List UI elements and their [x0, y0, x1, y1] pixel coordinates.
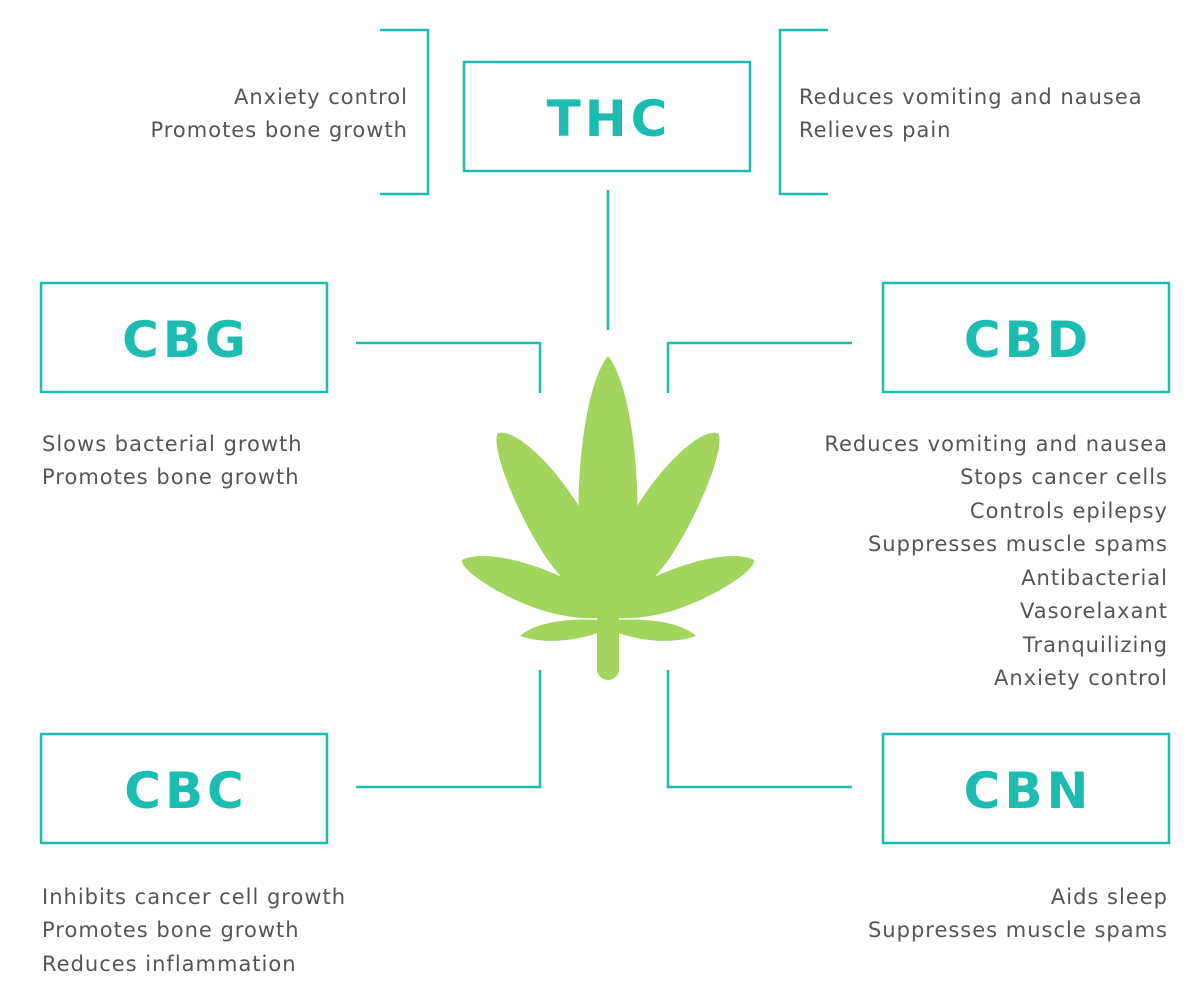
cbd-box: [881, 281, 1171, 394]
benefit-item: Reduces vomiting and nausea: [799, 85, 1143, 109]
benefit-item: Aids sleep: [1051, 885, 1168, 909]
connectors: [356, 28, 852, 789]
leaf-upper-right: [608, 432, 720, 612]
benefit-item: Vasorelaxant: [1020, 599, 1168, 623]
benefit-item: Anxiety control: [994, 666, 1168, 690]
leaf-stem: [597, 600, 619, 680]
cbd-label: CBD: [964, 311, 1092, 369]
connector-cbc: [356, 670, 542, 789]
leaf-lower-right: [610, 555, 755, 619]
benefit-item: Inhibits cancer cell growth: [42, 885, 346, 909]
bracket-thc-left: [380, 28, 430, 196]
connector-cbd: [666, 341, 852, 393]
benefit-item: Anxiety control: [234, 85, 408, 109]
connector-cbn: [666, 670, 852, 789]
thc-label: THC: [547, 90, 672, 148]
benefit-item: Promotes bone growth: [150, 118, 408, 142]
leaf-upper-left: [496, 432, 608, 612]
benefit-item: Promotes bone growth: [42, 465, 300, 489]
cbn-label: CBN: [964, 762, 1093, 820]
benefit-item: Stops cancer cells: [960, 465, 1168, 489]
bracket-thc-right: [778, 28, 828, 196]
cbc-label: CBC: [124, 762, 248, 820]
cannabis-leaf-icon: [461, 356, 755, 680]
cbg-benefits: Slows bacterial growth Promotes bone gro…: [42, 432, 303, 489]
benefit-item: Reduces vomiting and nausea: [824, 432, 1168, 456]
connector-cbg: [356, 341, 542, 393]
cbg-label: CBG: [122, 311, 250, 369]
leaf-lower-left: [461, 555, 606, 619]
benefit-item: Tranquilizing: [1022, 633, 1168, 657]
benefit-item: Promotes bone growth: [42, 918, 300, 942]
compound-boxes: [39, 60, 1171, 845]
cbd-benefits: Reduces vomiting and nausea Stops cancer…: [824, 432, 1168, 690]
benefit-lists: Anxiety control Promotes bone growth Red…: [42, 85, 1168, 976]
cbc-box: [39, 732, 329, 845]
leaf-bottom-right: [611, 619, 696, 641]
cbn-benefits: Aids sleep Suppresses muscle spams: [868, 885, 1168, 942]
leaf-bottom-left: [520, 619, 605, 641]
benefit-item: Suppresses muscle spams: [868, 532, 1168, 556]
thc-box: [462, 60, 752, 173]
thc-left-benefits: Anxiety control Promotes bone growth: [150, 85, 408, 142]
benefit-item: Relieves pain: [799, 118, 951, 142]
benefit-item: Controls epilepsy: [970, 499, 1168, 523]
benefit-item: Reduces inflammation: [42, 952, 297, 976]
benefit-item: Suppresses muscle spams: [868, 918, 1168, 942]
cbg-box: [39, 281, 329, 394]
thc-right-benefits: Reduces vomiting and nausea Relieves pai…: [799, 85, 1143, 142]
benefit-item: Slows bacterial growth: [42, 432, 303, 456]
compound-labels: THC CBG CBD CBC CBN: [122, 90, 1093, 820]
benefit-item: Antibacterial: [1021, 566, 1168, 590]
cbc-benefits: Inhibits cancer cell growth Promotes bon…: [42, 885, 346, 976]
cbn-box: [881, 732, 1171, 845]
